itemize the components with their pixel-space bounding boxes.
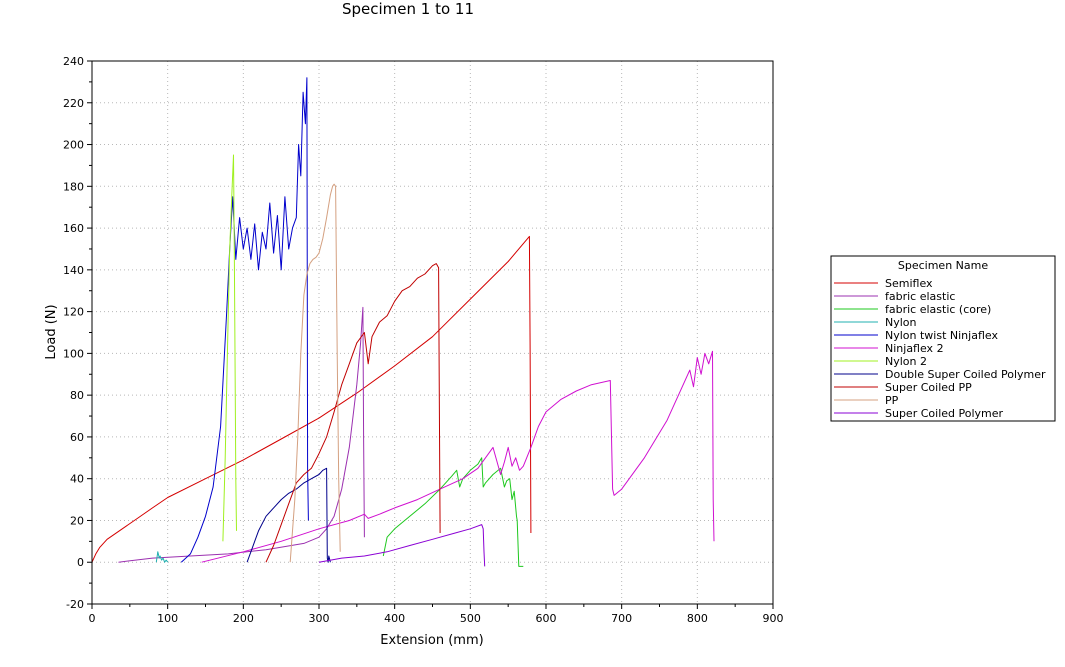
y-tick-label: 80 [70,389,84,402]
plot-area-frame [91,60,774,605]
y-tick-label: 40 [70,473,84,486]
legend-label: Super Coiled PP [885,381,972,394]
x-tick-label: 200 [233,612,254,625]
y-tick-label: 180 [63,180,84,193]
legend-label: fabric elastic (core) [885,303,991,316]
series-line-nylon-twist-ninjaflex [180,77,309,563]
series-line-nylon-2 [222,154,237,542]
y-axis-ticks: -20 0 20 40 60 80 100 120 140 160 180 200 220 240 [63,55,92,611]
y-tick-label: 200 [63,139,84,152]
legend-title: Specimen Name [898,259,988,272]
series-line-super-coiled-pp [265,263,441,563]
legend-label: fabric elastic [885,290,955,303]
y-tick-label: 140 [63,264,84,277]
y-tick-label: 160 [63,222,84,235]
series-line-semiflex [91,235,532,563]
grid-lines [92,61,773,604]
x-tick-label: 600 [536,612,557,625]
x-tick-label: 500 [460,612,481,625]
y-tick-label: 100 [63,347,84,360]
series-line-super-coiled-polymer [318,524,486,567]
x-tick-label: 700 [611,612,632,625]
y-tick-label: 60 [70,431,84,444]
legend-label: Semiflex [885,277,933,290]
series-line-ninjaflex-2 [201,350,715,563]
y-tick-label: -20 [66,598,84,611]
x-tick-label: 0 [89,612,96,625]
series-line-fabric-elastic [118,306,365,563]
x-axis-ticks: 0 100 200 300 400 500 600 700 800 900 [89,604,784,625]
series-line-nylon [155,551,169,563]
series-line-pp [289,183,341,563]
series-group [91,77,715,567]
y-tick-label: 0 [77,556,84,569]
legend-label: Double Super Coiled Polymer [885,368,1046,381]
x-tick-label: 900 [763,612,784,625]
y-tick-label: 220 [63,97,84,110]
legend-label: Nylon 2 [885,355,927,368]
legend-label: Super Coiled Polymer [885,407,1004,420]
chart-title: Specimen 1 to 11 [342,0,474,18]
y-tick-label: 120 [63,306,84,319]
legend-label: Ninjaflex 2 [885,342,944,355]
y-tick-label: 240 [63,55,84,68]
y-tick-label: 20 [70,514,84,527]
series-line-double-super-coiled-polymer [246,467,331,563]
y-axis-label: Load (N) [44,304,59,359]
x-tick-label: 400 [384,612,405,625]
legend-label: PP [885,394,899,407]
x-axis-label: Extension (mm) [380,633,483,648]
series-line-fabric-elastic-core- [382,457,524,567]
legend-label: Nylon twist Ninjaflex [885,329,998,342]
x-tick-label: 800 [687,612,708,625]
legend-label: Nylon [885,316,917,329]
x-tick-label: 100 [157,612,178,625]
x-tick-label: 300 [309,612,330,625]
